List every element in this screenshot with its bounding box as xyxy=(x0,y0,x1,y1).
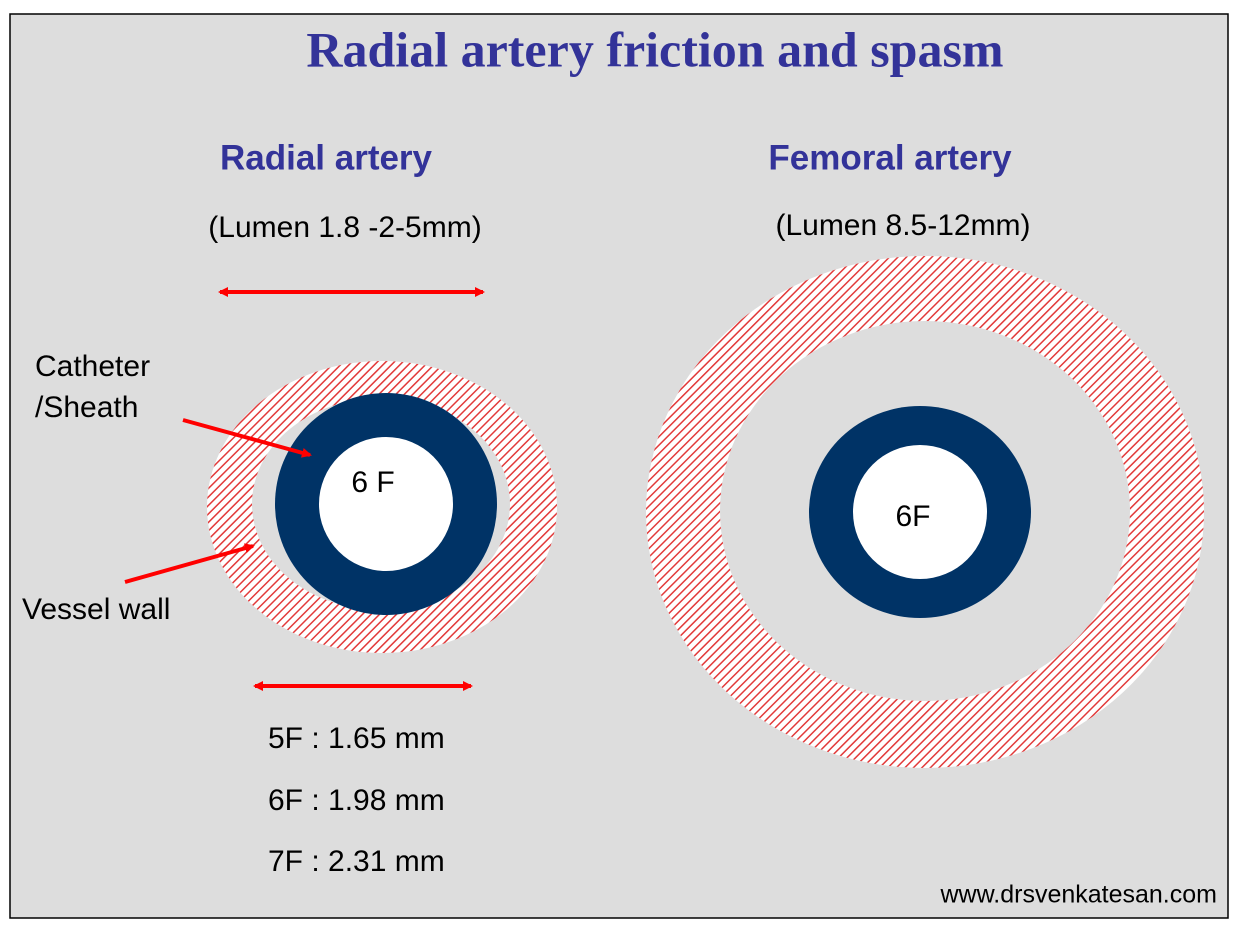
vessel-label: Vessel wall xyxy=(22,593,170,626)
radial-ring-label: 6 F xyxy=(351,466,394,499)
catheter-label: Catheter xyxy=(35,350,150,383)
radial-catheter-core xyxy=(319,437,453,571)
catheter-pointer xyxy=(182,418,312,458)
size-item: 5F : 1.65 mm xyxy=(268,722,445,755)
size-item: 7F : 2.31 mm xyxy=(268,845,445,878)
radial-heading: Radial artery xyxy=(220,138,433,177)
vessel-pointer xyxy=(124,543,255,584)
radial-lumen: (Lumen 1.8 -2-5mm) xyxy=(208,211,481,244)
femoral-heading: Femoral artery xyxy=(768,138,1012,177)
title: Radial artery friction and spasm xyxy=(306,21,1003,77)
footer-url: www.drsvenkatesan.com xyxy=(939,881,1217,909)
catheter-label: /Sheath xyxy=(35,391,138,424)
femoral-lumen: (Lumen 8.5-12mm) xyxy=(775,209,1030,242)
femoral-catheter-core xyxy=(853,445,987,579)
femoral-ring-label: 6F xyxy=(895,500,930,533)
size-item: 6F : 1.98 mm xyxy=(268,784,445,817)
